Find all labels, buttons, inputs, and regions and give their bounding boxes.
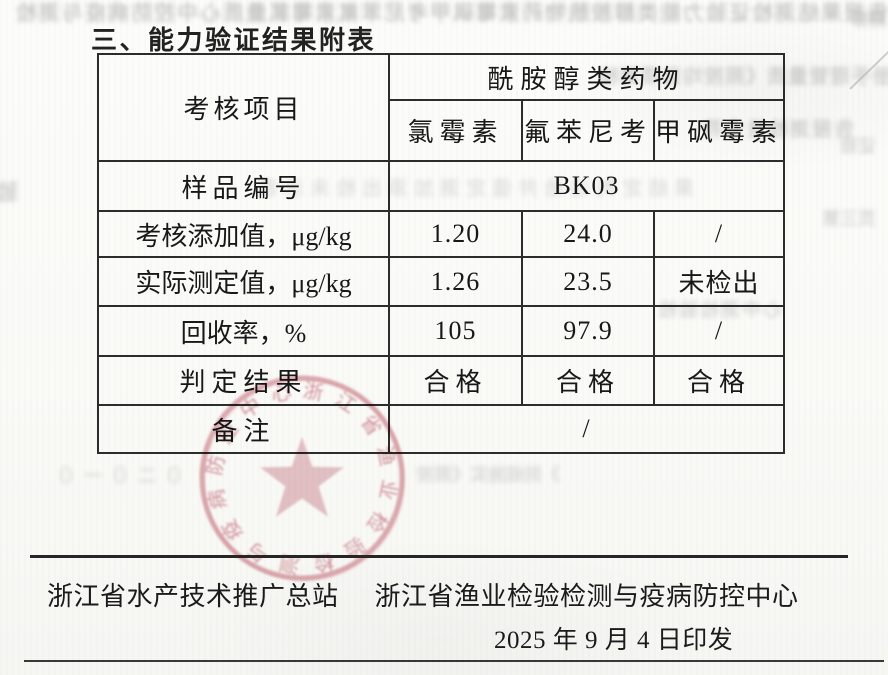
table-row-sample-id: 样品编号 BK03 [97,160,785,212]
judgement-thiamphenicol: 合格 [653,355,785,406]
bleedthrough-text: 页三第 [822,209,876,229]
spiked-value-chloramphenicol: 1.20 [388,210,523,258]
row-label-recovery: 回收率，% [97,305,390,357]
table-row-recovery: 回收率，% 105 97.9 / [97,305,785,357]
page-title: 三、能力验证结果附表 [91,25,377,55]
measured-value-thiamphenicol: 未检出 [653,256,785,307]
bleedthrough-text: 》则细施实《照按 [416,465,560,485]
table-row-judgement: 判定结果 合格 合格 合格 [97,355,785,406]
recovery-florfenicol: 97.9 [521,305,655,357]
sample-id-value: BK03 [388,160,785,212]
recovery-chloramphenicol: 105 [388,305,523,357]
table-row-drug-names: 氯霉素 氟苯尼考 甲砜霉素 [98,99,785,162]
spiked-value-florfenicol: 24.0 [521,210,655,258]
recovery-thiamphenicol: / [653,305,785,357]
bleedthrough-text: 验 [0,175,18,207]
judgement-florfenicol: 合格 [521,355,655,406]
corner-header-cell: 考核项目 [97,53,390,162]
row-label-sample-id: 样品编号 [97,160,390,212]
footer-org-right: 浙江省渔业检验检测与疫病防控中心 [374,582,799,611]
column-header-chloramphenicol: 氯霉素 [388,99,523,162]
column-header-florfenicol: 氟苯尼考 [521,99,655,162]
drug-class-header-cell: 酰胺醇类药物 [388,53,785,101]
remark-value: / [388,404,785,454]
footer-top-rule [30,555,848,558]
bleedthrough-text: 测标 [852,10,888,30]
table-row-spiked-value: 考核添加值，μg/kg 1.20 24.0 / [97,210,785,258]
row-label-spiked-value: 考核添加值，μg/kg [97,210,390,258]
measured-value-florfenicol: 23.5 [521,256,655,307]
footer-org-left: 浙江省水产技术推广总站 [47,582,339,611]
proficiency-results-table: 考核项目 酰胺醇类药物 氯霉素 氟苯尼考 甲砜霉素 样品编号 BK03 考核添加… [97,53,785,454]
footer-bottom-rule [24,660,884,662]
row-label-judgement: 判定结果 [97,355,390,406]
footer-issue-date: 2025 年 9 月 4 日印发 [494,627,734,654]
spiked-value-thiamphenicol: / [653,210,785,258]
table-row-group-header: 考核项目 酰胺醇类药物 [97,53,785,162]
column-header-thiamphenicol: 甲砜霉素 [653,99,785,162]
row-label-measured-value: 实际测定值，μg/kg [97,256,390,307]
table-row-remark: 备注 / [97,404,785,454]
measured-value-chloramphenicol: 1.26 [388,256,523,307]
bleedthrough-text: 证验 [840,136,876,156]
bleedthrough-text: （）二（）一（） [48,466,192,486]
table-row-measured-value: 实际测定值，μg/kg 1.26 23.5 未检出 [97,256,785,307]
judgement-chloramphenicol: 合格 [388,355,523,406]
row-label-remark: 备注 [97,404,390,454]
footer-organizations: 浙江省水产技术推广总站 浙江省渔业检验检测与疫病防控中心 [47,576,847,613]
paper-crease-mark [849,49,888,90]
